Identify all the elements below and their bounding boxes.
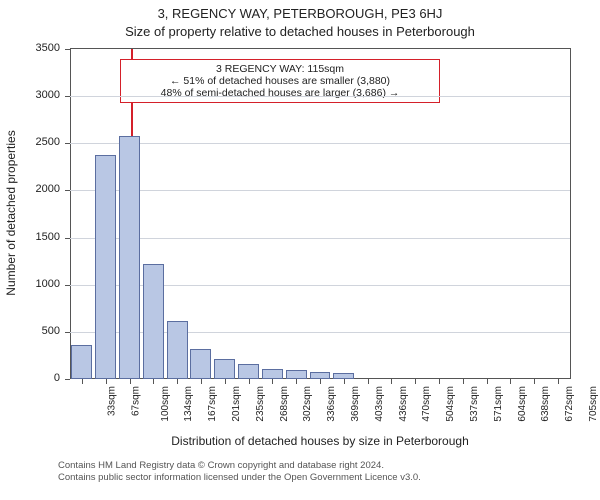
histogram-bar [310,372,331,379]
x-tick [463,379,464,384]
x-tick-label: 705sqm [588,386,599,422]
histogram-bar [143,264,164,379]
x-tick-label: 571sqm [493,386,504,422]
x-tick [272,379,273,384]
grid-line [70,96,570,97]
x-tick [296,379,297,384]
plot-area: 3 REGENCY WAY: 115sqm← 51% of detached h… [70,48,571,379]
grid-line [70,143,570,144]
y-tick [65,379,70,380]
x-tick-label: 403sqm [374,386,385,422]
footer-line: Contains public sector information licen… [58,472,421,484]
chart-title-line1: 3, REGENCY WAY, PETERBOROUGH, PE3 6HJ [0,6,600,21]
chart-container: 3, REGENCY WAY, PETERBOROUGH, PE3 6HJ Si… [0,0,600,500]
callout-line: 3 REGENCY WAY: 115sqm [127,63,433,75]
footer-attribution: Contains HM Land Registry data © Crown c… [58,460,421,484]
x-tick-label: 672sqm [564,386,575,422]
x-tick-label: 470sqm [422,386,433,422]
y-tick-label: 2500 [20,136,60,148]
x-tick-label: 167sqm [207,386,218,422]
x-tick [534,379,535,384]
x-axis-label: Distribution of detached houses by size … [70,434,570,448]
y-tick-label: 1500 [20,231,60,243]
histogram-bar [71,345,92,379]
y-axis-line [70,49,71,379]
x-tick-label: 302sqm [302,386,313,422]
x-tick [225,379,226,384]
x-tick-label: 134sqm [183,386,194,422]
y-tick [65,96,70,97]
x-tick-label: 100sqm [160,386,171,422]
x-tick-label: 268sqm [279,386,290,422]
grid-line [70,190,570,191]
x-tick [368,379,369,384]
x-tick [249,379,250,384]
x-tick [391,379,392,384]
histogram-bar [190,349,211,379]
y-tick-label: 1000 [20,278,60,290]
histogram-bar [286,370,307,379]
x-tick [130,379,131,384]
footer-line: Contains HM Land Registry data © Crown c… [58,460,421,472]
y-tick-label: 500 [20,325,60,337]
x-tick-label: 33sqm [106,386,117,416]
x-tick [344,379,345,384]
y-tick [65,285,70,286]
x-tick-label: 638sqm [541,386,552,422]
x-tick [153,379,154,384]
callout-line: ← 51% of detached houses are smaller (3,… [127,75,433,87]
y-axis-label: Number of detached properties [4,130,18,295]
x-tick [558,379,559,384]
y-tick [65,190,70,191]
histogram-bar [95,155,116,379]
y-tick [65,49,70,50]
x-tick-label: 436sqm [398,386,409,422]
x-tick-label: 369sqm [350,386,361,422]
x-tick [106,379,107,384]
y-tick-label: 2000 [20,183,60,195]
x-tick-label: 504sqm [445,386,456,422]
x-tick-label: 67sqm [130,386,141,416]
y-tick [65,143,70,144]
x-tick [439,379,440,384]
chart-title-line2: Size of property relative to detached ho… [0,24,600,39]
histogram-bar [119,136,140,379]
x-tick [177,379,178,384]
y-tick [65,332,70,333]
grid-line [70,238,570,239]
x-tick-label: 235sqm [255,386,266,422]
x-tick [415,379,416,384]
y-tick-label: 3500 [20,42,60,54]
histogram-bar [238,364,259,379]
x-tick [82,379,83,384]
y-tick [65,238,70,239]
histogram-bar [167,321,188,379]
x-tick [320,379,321,384]
x-tick-label: 201sqm [231,386,242,422]
histogram-bar [262,369,283,379]
x-tick-label: 604sqm [517,386,528,422]
y-tick-label: 3000 [20,89,60,101]
y-tick-label: 0 [20,372,60,384]
x-tick-label: 537sqm [469,386,480,422]
x-tick [201,379,202,384]
x-tick-label: 336sqm [326,386,337,422]
x-tick [487,379,488,384]
x-tick [510,379,511,384]
histogram-bar [214,359,235,379]
